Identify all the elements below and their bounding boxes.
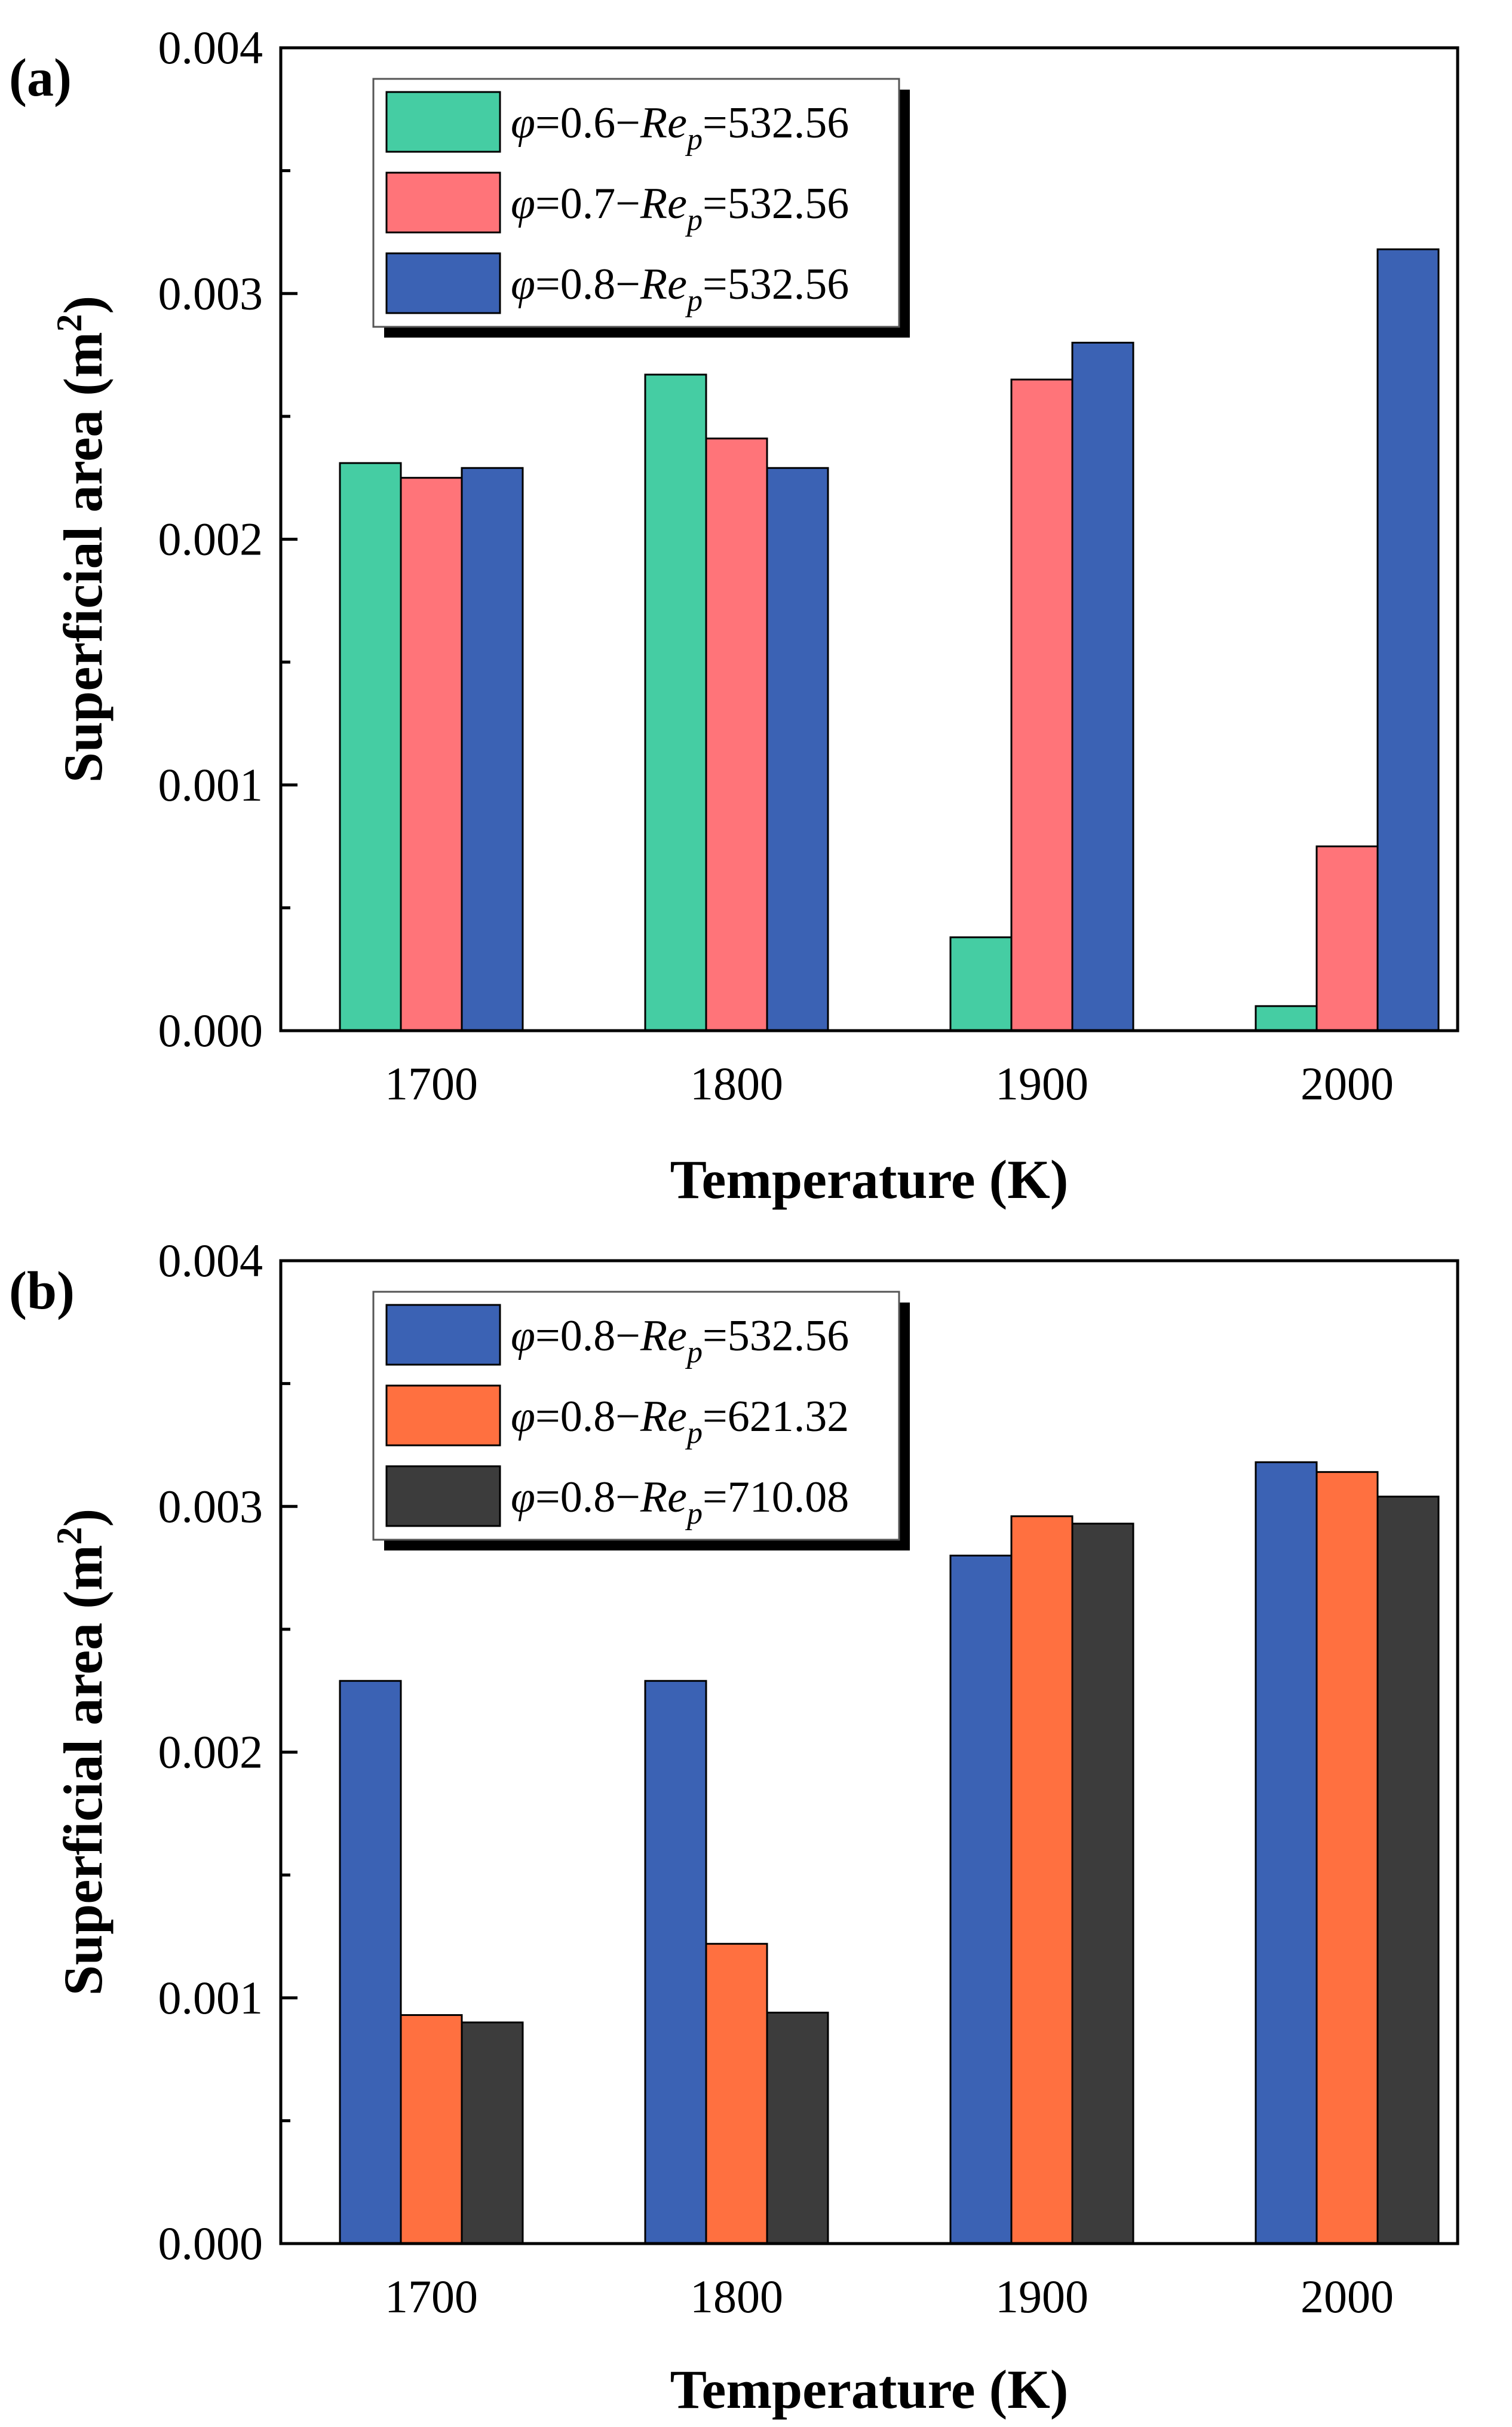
bar <box>949 1555 1013 2245</box>
x-axis-title: Temperature (K) <box>670 1149 1069 1210</box>
bar <box>705 437 768 1032</box>
x-tick-label: 1800 <box>690 1058 783 1110</box>
bar <box>400 2014 463 2245</box>
bar <box>461 2021 524 2245</box>
bar <box>1010 1515 1074 2245</box>
bar <box>1255 1005 1318 1032</box>
bar <box>1315 845 1379 1032</box>
bar <box>644 1680 707 2245</box>
y-axis-title: Superficial area (m2) <box>50 296 114 783</box>
bar <box>766 467 829 1032</box>
x-tick-label: 1900 <box>995 2270 1088 2322</box>
bar <box>400 477 463 1032</box>
y-tick-label: 0.004 <box>158 1234 263 1286</box>
legend: φ=0.8−Rep=532.56 φ=0.8−Rep=621.32 φ=0.8−Re… <box>372 1291 900 1541</box>
legend: φ=0.6−Rep=532.56 φ=0.7−Rep=532.56 φ=0.8−Re… <box>372 78 900 328</box>
legend-entry: φ=0.8−Rep=621.32 <box>511 1392 849 1450</box>
chart-panel-a: 0.000 0.001 0.002 0.003 0.004 1700 1800 1900 200… <box>9 22 1459 1210</box>
bar <box>339 462 402 1032</box>
chart-panel-b: 0.000 0.001 0.002 0.003 0.004 1700 1800 1900 200… <box>9 1234 1459 2420</box>
y-tick-label: 0.001 <box>158 1972 263 2024</box>
legend-swatch <box>385 1304 501 1366</box>
panel-label: (b) <box>9 1261 75 1320</box>
x-tick-label: 1800 <box>690 2270 783 2322</box>
bar <box>1315 1471 1379 2245</box>
bar <box>1010 378 1074 1032</box>
y-tick-label: 0.002 <box>158 1726 263 1778</box>
x-tick-label: 2000 <box>1301 1058 1394 1110</box>
legend-swatch <box>385 1465 501 1527</box>
bar <box>1071 342 1134 1032</box>
y-tick-label: 0.002 <box>158 513 263 565</box>
legend-swatch <box>385 171 501 234</box>
bar <box>339 1680 402 2245</box>
bar <box>766 2011 829 2245</box>
y-tick-label: 0.000 <box>158 1004 263 1056</box>
y-tick-label: 0.003 <box>158 1480 263 1532</box>
bar <box>461 467 524 1032</box>
legend-entry: φ=0.6−Rep=532.56 <box>511 99 849 157</box>
legend-swatch <box>385 1384 501 1447</box>
x-axis-title: Temperature (K) <box>670 2359 1069 2420</box>
panel-label: (a) <box>9 48 72 108</box>
y-tick-label: 0.003 <box>158 267 263 319</box>
x-tick-label: 2000 <box>1301 2270 1394 2322</box>
bar <box>1071 1522 1134 2245</box>
x-tick-label: 1700 <box>385 2270 478 2322</box>
y-tick-label: 0.004 <box>158 22 263 73</box>
x-tick-label: 1900 <box>995 1058 1088 1110</box>
legend-entry: φ=0.8−Rep=710.08 <box>511 1473 849 1531</box>
bar <box>1376 1496 1440 2245</box>
bar <box>949 936 1013 1032</box>
y-tick-label: 0.001 <box>158 759 263 811</box>
legend-entry: φ=0.8−Rep=532.56 <box>511 260 849 318</box>
bar <box>1376 248 1440 1032</box>
legend-swatch <box>385 252 501 314</box>
legend-entry: φ=0.7−Rep=532.56 <box>511 179 849 237</box>
bar <box>705 1942 768 2245</box>
x-tick-label: 1700 <box>385 1058 478 1110</box>
legend-swatch <box>385 91 501 153</box>
y-axis-title: Superficial area (m2) <box>50 1509 114 1996</box>
legend-entry: φ=0.8−Rep=532.56 <box>511 1311 849 1369</box>
bar <box>644 373 707 1032</box>
y-tick-label: 0.000 <box>158 2217 263 2269</box>
bar <box>1255 1461 1318 2245</box>
